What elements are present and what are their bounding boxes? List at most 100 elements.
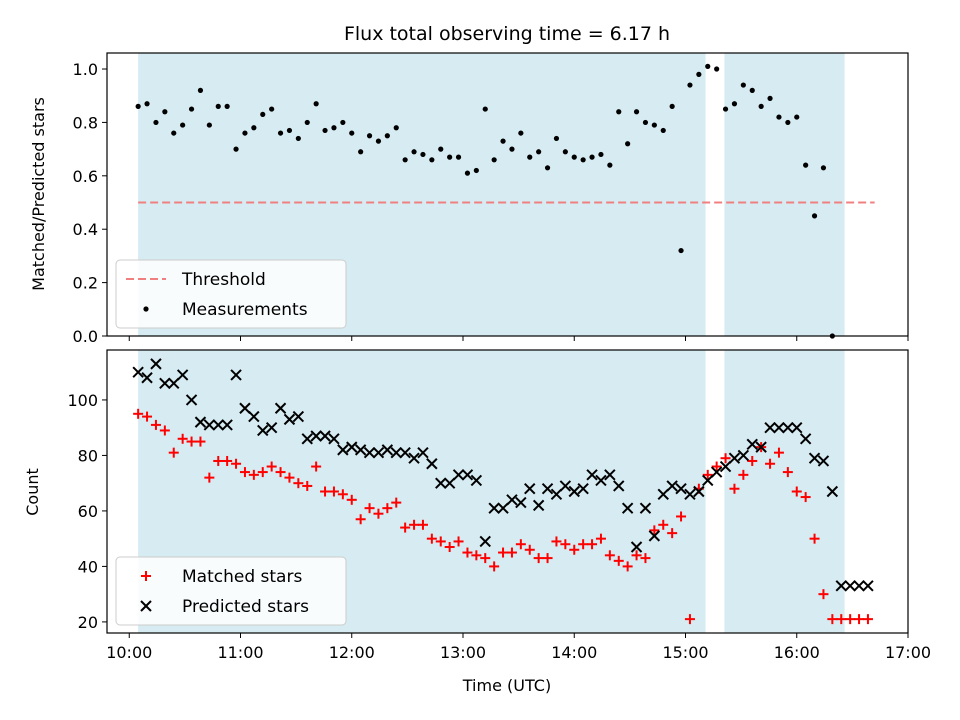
data-point — [714, 66, 720, 72]
legend-marker-stroke — [140, 600, 152, 612]
legend-box — [115, 556, 347, 626]
data-point — [497, 502, 509, 514]
data-point — [408, 452, 420, 464]
data-point-stroke — [506, 494, 518, 506]
data-point — [642, 119, 649, 126]
data-point — [676, 511, 687, 522]
data-point-stroke — [230, 369, 242, 381]
data-point — [515, 496, 527, 509]
data-point — [835, 580, 847, 592]
data-point — [785, 119, 791, 126]
data-point — [749, 87, 755, 93]
data-point — [687, 82, 693, 88]
data-point — [251, 125, 257, 131]
data-point — [800, 492, 811, 503]
data-point-stroke — [346, 441, 358, 453]
x-tick-label: 10:00 — [106, 643, 152, 662]
y-tick-label: 40 — [78, 557, 98, 576]
data-point — [498, 547, 509, 558]
data-point — [180, 122, 186, 128]
data-point — [260, 111, 266, 118]
data-point — [364, 503, 375, 514]
data-point — [536, 149, 542, 155]
data-point — [194, 416, 207, 428]
data-point — [133, 408, 144, 419]
data-point — [559, 480, 572, 492]
data-point-stroke — [710, 466, 723, 478]
data-point — [222, 455, 233, 466]
data-point — [803, 162, 809, 168]
data-point — [657, 488, 669, 500]
data-point — [854, 614, 865, 625]
data-point — [224, 103, 230, 109]
data-point — [479, 535, 491, 548]
data-point — [746, 438, 758, 451]
top-panel: 0.0 0.2 0.4 0.6 0.8 1.0 Threshold Measurements — [73, 52, 909, 346]
data-point-stroke — [799, 433, 812, 445]
data-point — [144, 101, 150, 107]
data-point — [524, 544, 535, 555]
data-point — [562, 149, 568, 155]
data-point — [541, 483, 554, 495]
data-point-stroke — [604, 469, 616, 481]
data-point-stroke — [328, 433, 340, 445]
data-point — [400, 522, 411, 533]
data-point — [337, 444, 349, 456]
data-point — [651, 122, 657, 128]
data-point — [409, 519, 420, 530]
data-point — [773, 421, 785, 434]
y-tick-label: 0.0 — [73, 327, 98, 346]
data-point — [589, 154, 595, 160]
data-point-stroke — [630, 541, 643, 553]
data-point-stroke — [372, 446, 385, 459]
data-point — [578, 539, 589, 550]
data-point-stroke — [452, 469, 465, 481]
data-point — [560, 539, 571, 550]
data-point — [480, 553, 491, 564]
data-point — [204, 472, 215, 483]
data-point — [233, 146, 239, 152]
data-point — [417, 446, 429, 459]
data-point — [274, 402, 287, 414]
data-point — [372, 446, 385, 459]
data-point-stroke — [337, 444, 349, 456]
data-point — [328, 486, 339, 497]
data-point — [524, 483, 536, 495]
data-point — [767, 95, 773, 101]
data-point — [257, 467, 268, 478]
data-point — [171, 130, 177, 136]
data-point-stroke — [159, 377, 171, 390]
data-point — [853, 580, 865, 592]
data-point — [384, 133, 390, 139]
data-point-stroke — [728, 452, 741, 464]
data-point-stroke — [257, 424, 269, 437]
data-point-stroke — [470, 474, 483, 487]
data-point — [550, 488, 563, 500]
data-point — [188, 106, 195, 112]
data-point — [675, 483, 687, 495]
data-point-stroke — [666, 480, 678, 492]
bottom-panel-series-2 — [132, 358, 874, 592]
data-point — [553, 135, 560, 142]
data-point-stroke — [381, 444, 394, 456]
data-point — [429, 157, 435, 163]
data-point — [248, 410, 260, 423]
data-point-stroke — [817, 455, 830, 467]
data-point — [444, 541, 455, 552]
legend-marker — [143, 306, 149, 312]
data-point — [295, 135, 301, 142]
data-point — [595, 474, 607, 487]
data-point — [132, 366, 144, 378]
y-tick-label: 1.0 — [73, 60, 98, 79]
bottom-panel: 20 40 60 80 100 10:00 11:00 12:00 13:00 14:00 15:0… — [67, 349, 931, 662]
data-point — [438, 146, 444, 152]
data-point — [203, 419, 216, 431]
data-point — [239, 467, 250, 478]
data-point-stroke — [176, 369, 189, 381]
data-point — [740, 82, 746, 88]
data-point — [622, 561, 633, 572]
data-point — [257, 424, 269, 437]
data-point-stroke — [541, 483, 554, 495]
top-y-axis-label: Matched/Predicted stars — [29, 97, 48, 291]
data-point — [284, 472, 295, 483]
